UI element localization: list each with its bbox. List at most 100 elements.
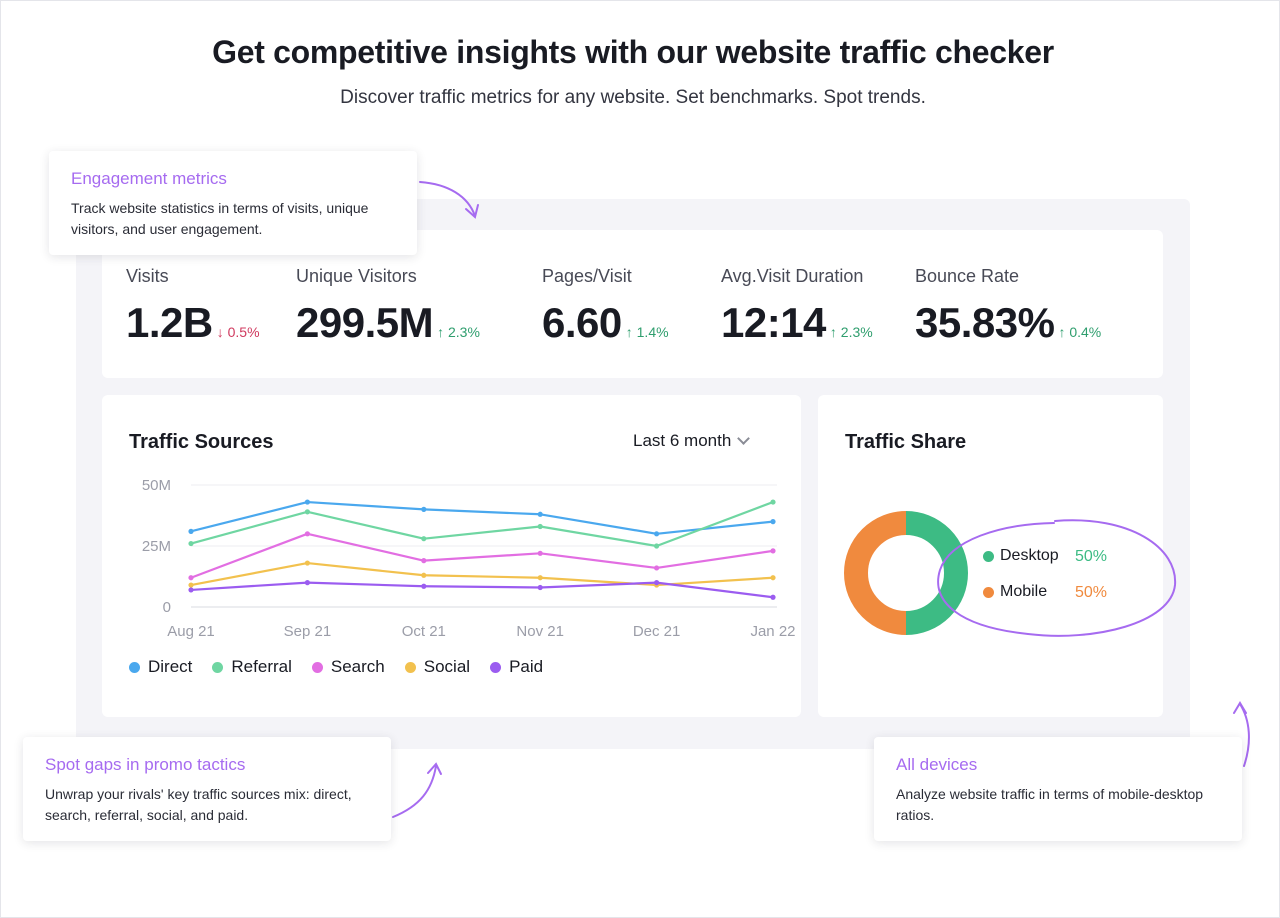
callout-title: Engagement metrics xyxy=(71,169,227,188)
data-point xyxy=(770,519,776,525)
metric-avg-visit-duration: Avg.Visit Duration 12:14 ↑ 2.3% xyxy=(721,266,873,347)
traffic-sources-title: Traffic Sources xyxy=(129,431,274,453)
legend-dot xyxy=(311,661,323,673)
series-line-search xyxy=(190,532,774,579)
series-line-referral xyxy=(190,501,774,548)
traffic-sources-card: 50M 25M 0 Aug 21 Sep 21 Oct 21 Nov 21 Dec 21 Jan… xyxy=(102,395,801,717)
metric-value: 35.83% xyxy=(915,299,1055,346)
legend-item-paid[interactable]: Paid xyxy=(490,657,543,677)
metric-visits: Visits 1.2B ↓ 0.5% xyxy=(126,266,260,347)
data-point xyxy=(770,499,776,505)
data-point xyxy=(537,523,543,530)
legend-label: Search xyxy=(330,657,385,676)
data-point xyxy=(188,582,194,588)
callout-devices: All devices Analyze website traffic in t… xyxy=(874,737,1242,841)
data-point xyxy=(654,565,660,571)
page-subtitle: Discover traffic metrics for any website… xyxy=(340,87,926,108)
data-point xyxy=(421,558,427,564)
metric-label: Bounce Rate xyxy=(915,266,1020,286)
traffic-share-title: Traffic Share xyxy=(845,431,967,453)
legend-dot xyxy=(404,661,416,673)
x-tick-label: Nov 21 xyxy=(516,623,564,640)
x-tick-label: Oct 21 xyxy=(402,623,446,640)
data-point xyxy=(421,506,427,512)
data-point xyxy=(304,531,310,537)
data-point xyxy=(770,575,776,581)
metric-unique-visitors: Unique Visitors 299.5M ↑ 2.3% xyxy=(296,266,480,347)
legend-item-social[interactable]: Social xyxy=(404,657,471,677)
series-line-direct xyxy=(190,500,774,535)
metric-label: Visits xyxy=(126,266,169,286)
data-point xyxy=(304,499,310,505)
callout-engagement: Engagement metrics Track website statist… xyxy=(49,151,417,255)
legend-label: Paid xyxy=(509,657,544,676)
donut-slice-mobile xyxy=(844,511,907,635)
data-point xyxy=(188,575,194,581)
legend-dot xyxy=(490,661,502,673)
donut-slice-desktop xyxy=(905,511,968,635)
data-point xyxy=(304,560,310,566)
data-point xyxy=(188,528,194,534)
data-point xyxy=(421,536,427,542)
data-point xyxy=(188,540,194,547)
chevron-down-icon xyxy=(737,431,751,445)
metric-change: ↑ 1.4% xyxy=(625,324,669,340)
legend-label: Social xyxy=(423,657,471,676)
traffic-share-card: Traffic Share Desktop 50% Mobile 50% xyxy=(818,395,1163,717)
data-point xyxy=(304,509,310,515)
share-desktop-value: 50% xyxy=(1075,548,1108,565)
metric-change: ↑ 2.3% xyxy=(437,324,480,340)
metric-change: ↑ 2.3% xyxy=(829,324,873,340)
callout-text: Track website statistics in terms of vis… xyxy=(71,200,369,237)
chart-legend: Direct Referral Search Social Paid xyxy=(129,657,543,677)
data-point xyxy=(537,584,543,591)
callout-promo: Spot gaps in promo tactics Unwrap your r… xyxy=(23,737,391,841)
data-point xyxy=(654,531,660,537)
metric-value: 1.2B xyxy=(126,299,213,346)
y-tick-label: 50M xyxy=(142,477,171,494)
series-line-social xyxy=(190,561,774,587)
data-point xyxy=(770,594,776,600)
metric-bounce-rate: Bounce Rate 35.83% ↑ 0.4% xyxy=(915,266,1101,347)
period-dropdown[interactable]: Last 6 month xyxy=(633,431,751,451)
legend-item-direct[interactable]: Direct xyxy=(129,657,192,677)
mobile-dot xyxy=(983,586,994,598)
legend-dot xyxy=(129,661,140,673)
metric-change: ↓ 0.5% xyxy=(216,324,260,340)
data-point xyxy=(537,511,543,517)
share-label: Desktop xyxy=(1000,547,1059,564)
callout-text: Unwrap your rivals' key traffic sources … xyxy=(45,786,352,823)
data-point xyxy=(421,583,427,589)
y-tick-label: 25M xyxy=(142,538,171,555)
callout-title: All devices xyxy=(896,755,978,774)
period-label: Last 6 month xyxy=(633,431,732,450)
x-tick-label: Sep 21 xyxy=(284,623,332,640)
metric-label: Pages/Visit xyxy=(542,266,632,286)
metric-pages-per-visit: Pages/Visit 6.60 ↑ 1.4% xyxy=(542,266,669,347)
data-point xyxy=(188,587,194,593)
x-tick-label: Jan 22 xyxy=(750,623,795,640)
legend-item-search[interactable]: Search xyxy=(311,657,385,677)
data-point xyxy=(654,580,660,586)
traffic-sources-chart: 50M 25M 0 Aug 21 Sep 21 Oct 21 Nov 21 Dec 21 Jan… xyxy=(142,477,796,640)
metric-value: 12:14 xyxy=(721,299,826,346)
share-label: Mobile xyxy=(1000,583,1048,600)
y-tick-label: 0 xyxy=(163,599,171,616)
legend-label: Referral xyxy=(231,657,292,676)
share-desktop: Desktop xyxy=(983,547,1059,565)
page-title: Get competitive insights with our websit… xyxy=(212,34,1054,70)
metric-value: 299.5M xyxy=(296,299,434,346)
desktop-dot xyxy=(983,550,994,562)
legend-dot xyxy=(212,661,224,673)
x-tick-label: Dec 21 xyxy=(633,623,681,640)
legend-item-referral[interactable]: Referral xyxy=(212,657,292,677)
data-point xyxy=(537,575,543,581)
metric-value: 6.60 xyxy=(542,299,622,346)
series-line-paid xyxy=(190,581,774,599)
legend-label: Direct xyxy=(148,657,193,676)
share-mobile-value: 50% xyxy=(1075,584,1108,601)
data-point xyxy=(654,543,660,549)
metric-label: Avg.Visit Duration xyxy=(721,266,864,286)
x-tick-label: Aug 21 xyxy=(167,623,215,640)
data-point xyxy=(537,550,543,556)
